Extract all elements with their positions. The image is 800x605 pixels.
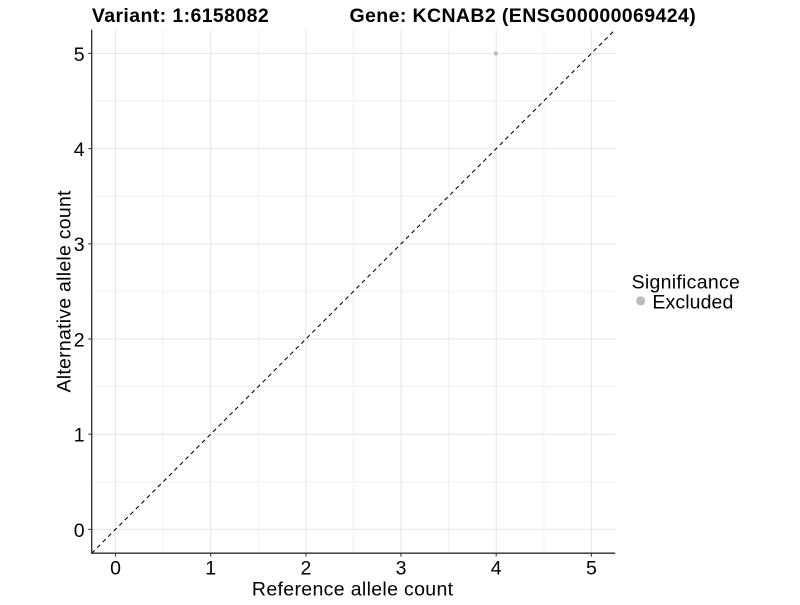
svg-text:4: 4 <box>74 139 85 161</box>
svg-text:1: 1 <box>74 425 85 447</box>
svg-text:5: 5 <box>74 44 85 66</box>
svg-text:4: 4 <box>491 558 502 580</box>
svg-text:Variant: 1:6158082: Variant: 1:6158082 <box>92 5 269 27</box>
svg-text:Excluded: Excluded <box>652 292 733 314</box>
svg-text:2: 2 <box>74 329 85 351</box>
svg-text:0: 0 <box>74 520 85 542</box>
svg-text:Alternative allele count: Alternative allele count <box>53 190 75 393</box>
svg-text:Reference allele count: Reference allele count <box>252 578 454 600</box>
svg-text:5: 5 <box>586 558 597 580</box>
svg-text:3: 3 <box>74 234 85 256</box>
svg-text:1: 1 <box>205 558 216 580</box>
svg-text:Gene: KCNAB2 (ENSG00000069424): Gene: KCNAB2 (ENSG00000069424) <box>350 5 697 27</box>
svg-text:3: 3 <box>396 558 407 580</box>
svg-text:Significance: Significance <box>632 271 741 293</box>
svg-text:2: 2 <box>300 558 311 580</box>
svg-text:0: 0 <box>110 558 121 580</box>
